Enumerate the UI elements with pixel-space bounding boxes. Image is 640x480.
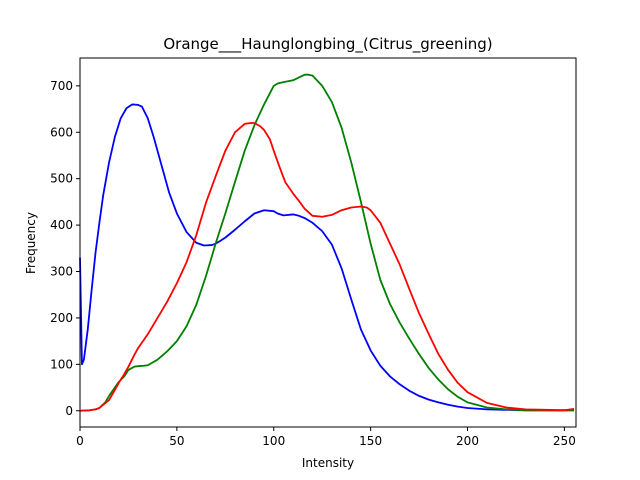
x-tick-label: 200: [456, 434, 479, 448]
y-tick-label: 100: [50, 357, 73, 371]
plot-frame: [79, 57, 577, 428]
x-tick-label: 250: [553, 434, 576, 448]
y-axis-ticks: 0 100 200 300 400 500 600 700: [50, 79, 80, 418]
series-line-1: [79, 73, 575, 412]
x-tick-label: 150: [359, 434, 382, 448]
y-tick-label: 700: [50, 79, 73, 93]
x-tick-label: 100: [262, 434, 285, 448]
y-tick-label: 200: [50, 311, 73, 325]
y-tick-label: 0: [65, 404, 73, 418]
series-line-2: [79, 122, 575, 412]
y-tick-label: 300: [50, 265, 73, 279]
y-tick-label: 500: [50, 172, 73, 186]
x-tick-label: 0: [76, 434, 84, 448]
chart-title: Orange___Haunglongbing_(Citrus_greening): [163, 35, 492, 54]
x-axis-ticks: 0 50 100 150 200 250: [76, 427, 576, 448]
x-axis-label: Intensity: [302, 456, 354, 470]
series-layer: [79, 73, 575, 412]
x-tick-label: 50: [169, 434, 184, 448]
y-tick-label: 600: [50, 125, 73, 139]
y-tick-label: 400: [50, 218, 73, 232]
y-axis-label: Frequency: [24, 212, 38, 274]
plot-area: [79, 57, 577, 428]
series-line-0: [79, 103, 575, 412]
